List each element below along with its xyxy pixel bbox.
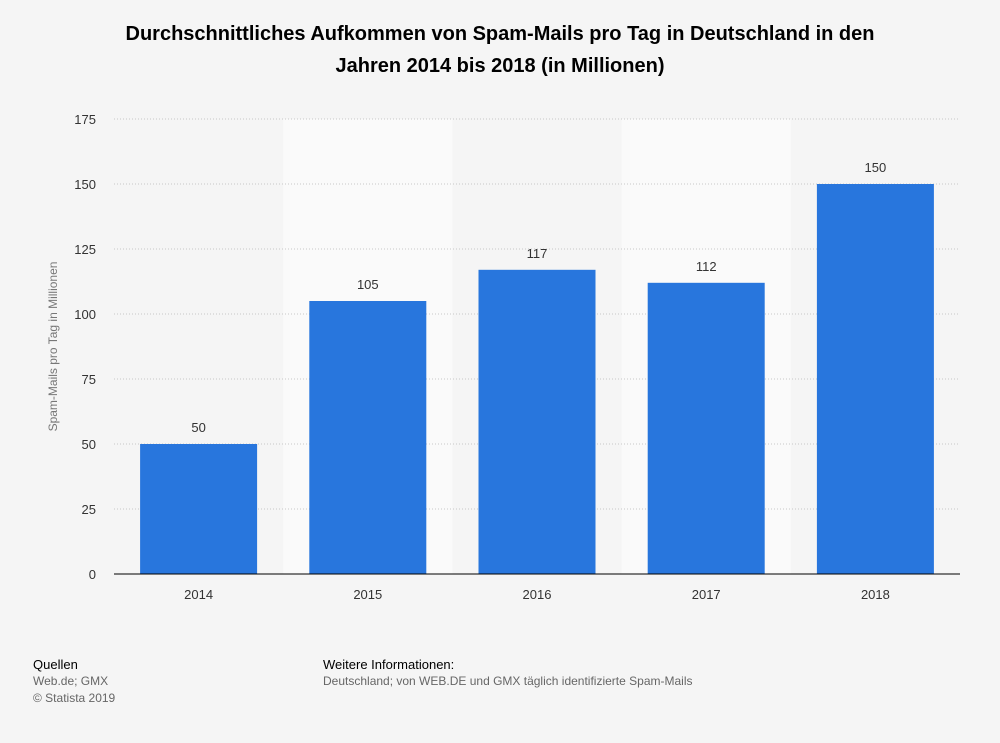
y-tick-label: 100 <box>74 307 96 322</box>
bar <box>816 184 934 574</box>
y-tick-label: 25 <box>82 502 96 517</box>
info-heading: Weitere Informationen: <box>323 657 455 672</box>
chart-title-line-1: Durchschnittliches Aufkommen von Spam-Ma… <box>125 23 875 45</box>
data-label: 50 <box>191 420 205 435</box>
bar <box>647 282 765 574</box>
sources-heading: Quellen <box>33 657 78 672</box>
y-tick-label: 0 <box>89 567 96 582</box>
y-tick-label: 75 <box>82 372 96 387</box>
y-tick-label: 175 <box>74 112 96 127</box>
data-label: 117 <box>527 246 548 261</box>
bar <box>309 301 427 574</box>
x-tick-label: 2015 <box>353 587 382 602</box>
data-label: 105 <box>357 277 379 292</box>
x-tick-label: 2016 <box>523 587 552 602</box>
bar <box>140 444 258 574</box>
y-tick-label: 150 <box>74 177 96 192</box>
y-axis-label: Spam-Mails pro Tag in Millionen <box>46 262 60 432</box>
copyright-text: © Statista 2019 <box>33 691 116 705</box>
chart-title-line-2: Jahren 2014 bis 2018 (in Millionen) <box>335 55 665 77</box>
chart-title: Durchschnittliches Aufkommen von Spam-Ma… <box>60 18 940 82</box>
bar <box>478 269 596 574</box>
info-block: Weitere Informationen: Deutschland; von … <box>323 656 693 690</box>
data-label: 150 <box>865 160 887 175</box>
info-text: Deutschland; von WEB.DE und GMX täglich … <box>323 674 693 688</box>
y-tick-label: 50 <box>82 437 96 452</box>
sources-text: Web.de; GMX <box>33 674 109 688</box>
data-label: 112 <box>696 259 717 274</box>
x-tick-label: 2014 <box>184 587 213 602</box>
x-tick-label: 2017 <box>692 587 721 602</box>
bar-chart: 0 25 50 75 100 125 150 175 50 2014 105 2015 117 2016 1… <box>46 112 960 602</box>
x-tick-label: 2018 <box>861 587 890 602</box>
y-tick-label: 125 <box>74 242 96 257</box>
sources-block: Quellen Web.de; GMX © Statista 2019 <box>33 656 115 707</box>
